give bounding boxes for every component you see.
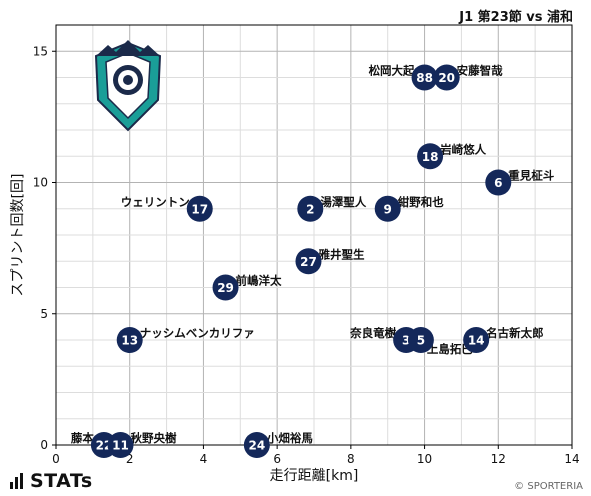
player-marker xyxy=(212,274,239,301)
team-crest-icon xyxy=(94,40,162,132)
player-name-label: 前嶋洋太 xyxy=(236,274,282,288)
player-marker xyxy=(295,248,322,275)
y-tick-label: 10 xyxy=(33,176,48,190)
player-number-label: 88 xyxy=(416,71,433,85)
player-marker xyxy=(297,195,324,222)
x-tick-label: 14 xyxy=(564,452,579,466)
player-name-label: 重見柾斗 xyxy=(508,169,554,183)
player-name-label: ナッシムベンカリファ xyxy=(140,326,255,340)
y-axis-label: スプリント回数[回] xyxy=(10,174,26,297)
player-marker xyxy=(374,195,401,222)
player-number-label: 27 xyxy=(300,255,317,269)
player-number-label: 17 xyxy=(191,202,208,216)
player-marker xyxy=(107,432,134,458)
player-number-label: 9 xyxy=(384,202,392,216)
player-marker xyxy=(411,64,438,91)
player-name-label: 紺野和也 xyxy=(398,195,444,209)
player-name-label: 岩崎悠人 xyxy=(439,142,486,156)
player-marker xyxy=(407,327,434,353)
match-title: J1 第23節 vs 浦和 xyxy=(459,10,573,25)
x-tick-label: 8 xyxy=(347,452,355,466)
player-marker xyxy=(433,64,460,91)
player-name-label: 秋野央樹 xyxy=(131,431,177,445)
y-tick-label: 5 xyxy=(40,307,48,321)
player-name-label: 小畑裕馬 xyxy=(266,431,313,445)
player-name-label: 湯澤聖人 xyxy=(320,195,366,209)
brand-name: STATs xyxy=(30,470,93,492)
y-tick-label: 0 xyxy=(40,438,48,452)
player-name-label: 雅井聖生 xyxy=(317,247,364,261)
player-name-label: 名古新太郎 xyxy=(486,326,543,340)
player-name-label: 松岡大起 xyxy=(369,64,415,78)
player-number-label: 2 xyxy=(306,202,314,216)
player-number-label: 20 xyxy=(438,71,455,85)
copyright-credit: © SPORTERIA xyxy=(514,481,583,492)
x-tick-label: 0 xyxy=(52,452,60,466)
x-tick-label: 2 xyxy=(126,452,134,466)
player-number-label: 13 xyxy=(121,334,138,348)
stats-logo-icon xyxy=(10,473,23,489)
player-marker xyxy=(243,432,270,458)
player-number-label: 18 xyxy=(422,150,439,164)
player-name-label: 藤本 xyxy=(71,431,94,445)
player-number-label: 5 xyxy=(417,334,425,348)
player-marker xyxy=(186,195,213,222)
x-tick-label: 10 xyxy=(417,452,432,466)
player-number-label: 11 xyxy=(112,439,129,453)
x-tick-label: 6 xyxy=(273,452,281,466)
player-number-label: 3 xyxy=(402,334,410,348)
player-marker xyxy=(463,327,490,353)
player-number-label: 24 xyxy=(249,439,266,453)
y-tick-label: 15 xyxy=(33,44,48,58)
x-axis-label: 走行距離[km] xyxy=(270,467,359,484)
stats-brand: STATs xyxy=(10,470,93,492)
player-name-label: ウェリントン xyxy=(121,195,190,209)
player-name-label: 安藤智哉 xyxy=(457,64,503,78)
player-name-label: 上島拓巳 xyxy=(427,342,473,356)
plot-frame xyxy=(55,24,573,446)
player-number-label: 29 xyxy=(217,281,234,295)
player-marker xyxy=(417,143,444,170)
player-marker xyxy=(116,327,143,353)
player-name-label: 奈良竜樹 xyxy=(349,326,396,340)
x-tick-label: 4 xyxy=(200,452,208,466)
player-number-label: 6 xyxy=(494,176,502,190)
player-marker xyxy=(485,169,512,196)
player-number-label: 14 xyxy=(468,334,485,348)
x-tick-label: 12 xyxy=(491,452,506,466)
